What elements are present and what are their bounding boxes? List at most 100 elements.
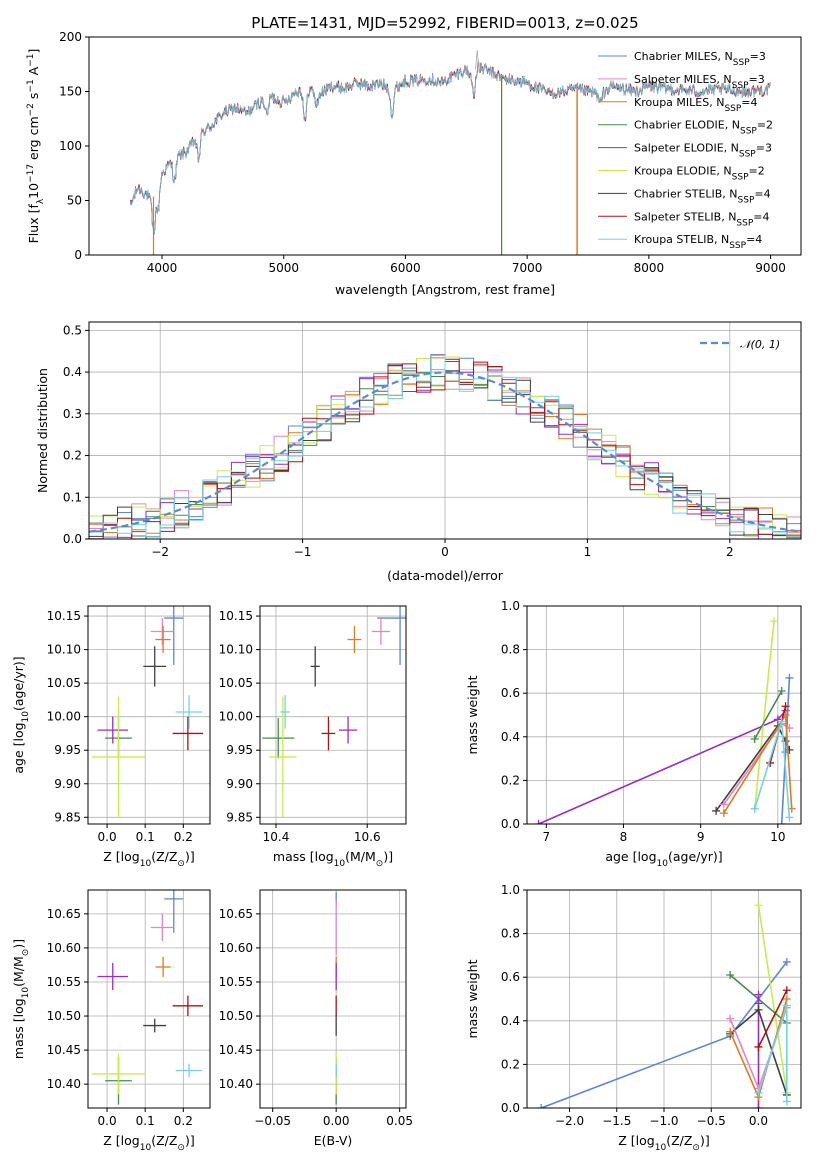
- x-axis-label: age [log10(age/yr)]: [605, 849, 722, 869]
- age_vs_Z-frame: [87, 605, 211, 825]
- x-tick-label: −0.5: [697, 1114, 726, 1128]
- y-tick-label: 10.60: [47, 941, 81, 955]
- y-tick-label: 10.00: [47, 710, 81, 724]
- histogram-y-label: Normed distribution: [35, 368, 50, 493]
- y-axis-label: mass weight: [465, 959, 480, 1038]
- weight-marker: [754, 990, 763, 999]
- spectrum-y-label: Flux [fλ10−17 erg cm−2 s−1 A−1]: [26, 49, 46, 244]
- y-tick-label: 1.0: [501, 883, 520, 897]
- x-tick-label: −1.5: [602, 1114, 631, 1128]
- weight-marker: [785, 813, 794, 822]
- mass_vs_Z-points: [91, 890, 204, 1105]
- mass_vs_ebv-grid: [260, 890, 406, 1108]
- age_vs_Z-points: [91, 606, 204, 818]
- age_vs_Z-grid: [88, 606, 210, 824]
- y-tick-label: 10.15: [47, 609, 81, 623]
- weight-marker: [782, 986, 791, 995]
- weight-marker: [785, 673, 794, 682]
- weight-marker: [726, 1027, 735, 1036]
- weight-marker: [726, 1014, 735, 1023]
- histogram-frame: [88, 321, 802, 540]
- legend-entry: Kroupa MILES, NSSP=4: [634, 96, 758, 114]
- x-tick-label: 6000: [390, 261, 421, 275]
- weight-marker: [777, 820, 786, 824]
- y-tick-label: 9.90: [54, 777, 81, 791]
- y-tick-label: 9.85: [226, 810, 253, 824]
- y-tick-label: 10.50: [219, 1009, 253, 1023]
- weight-marker: [750, 804, 759, 813]
- weight_vs_age-frame: [526, 605, 802, 825]
- weight-marker: [754, 901, 763, 910]
- y-tick-label: 0.6: [501, 686, 520, 700]
- y-tick-label: 10.15: [219, 609, 253, 623]
- mass_vs_ebv-axes: −0.05 0.00 0.05 10.40 10.45 10.50 10.55 10.60 10…: [219, 890, 413, 1128]
- x-axis-label: mass [log10(M/M⊙)]: [273, 849, 393, 869]
- y-tick-label: 10.45: [219, 1043, 253, 1057]
- weight-marker: [537, 1104, 546, 1108]
- y-axis-label: mass [log10(M/M⊙)]: [11, 939, 31, 1059]
- y-tick-label: 0.2: [63, 449, 82, 463]
- y-tick-label: 200: [59, 30, 82, 44]
- age_vs_Z-axes: 0.0 0.1 0.2 9.85 9.90 9.95 10.00 10.05 10.10 10.1…: [47, 606, 210, 844]
- y-tick-label: 1.0: [501, 599, 520, 613]
- gaussian-legend-label: 𝒩(0, 1): [740, 338, 780, 351]
- x-tick-label: 0.0: [98, 1114, 117, 1128]
- x-tick-label: 0.2: [174, 830, 193, 844]
- spectrum-series-kstelib: [130, 62, 771, 233]
- y-tick-label: 10.40: [47, 1077, 81, 1091]
- y-tick-label: 0.8: [501, 643, 520, 657]
- y-tick-label: 10.10: [219, 643, 253, 657]
- histogram-x-label: (data-model)/error: [387, 568, 504, 583]
- y-tick-label: 0.2: [501, 773, 520, 787]
- weight-line-kelodie: [753, 621, 775, 809]
- x-tick-label: 10.6: [354, 830, 381, 844]
- weight_vs_Z-grid: [527, 889, 801, 1109]
- y-tick-label: 9.90: [226, 777, 253, 791]
- histogram-series-sstelib: [89, 358, 801, 539]
- y-tick-label: 10.05: [47, 676, 81, 690]
- x-tick-label: 0.1: [136, 1114, 155, 1128]
- x-tick-label: 2: [726, 545, 734, 559]
- x-tick-label: −2.0: [555, 1114, 584, 1128]
- weight-marker: [754, 1005, 763, 1014]
- legend-entry: Chabrier STELIB, NSSP=4: [634, 187, 771, 205]
- y-tick-label: 10.50: [47, 1009, 81, 1023]
- x-tick-label: 9: [697, 830, 705, 844]
- x-tick-label: −1: [294, 545, 312, 559]
- age_vs_mass-axes: 10.4 10.6 9.85 9.90 9.95 10.00 10.05 10.10 10.15: [219, 606, 406, 844]
- weight-marker: [754, 1088, 763, 1097]
- x-tick-label: −1.0: [649, 1114, 678, 1128]
- mass_vs_Z-grid: [88, 890, 210, 1108]
- y-tick-label: 100: [59, 139, 82, 153]
- mass_vs_ebv-frame: [259, 889, 407, 1109]
- legend-entry: Salpeter ELODIE, NSSP=3: [634, 142, 772, 160]
- y-tick-label: 150: [59, 85, 82, 99]
- y-tick-label: 0: [74, 248, 82, 262]
- y-tick-label: 0.3: [63, 407, 82, 421]
- y-tick-label: 10.65: [47, 907, 81, 921]
- x-axis-label: Z [log10(Z/Z⊙)]: [103, 849, 194, 869]
- histogram-bars: [89, 354, 801, 539]
- weight_vs_age-lines: [534, 617, 796, 824]
- y-tick-label: 0.2: [501, 1057, 520, 1071]
- y-tick-label: 10.65: [219, 907, 253, 921]
- y-tick-label: 0.0: [501, 1101, 520, 1115]
- weight-marker: [719, 809, 728, 818]
- y-tick-label: 10.55: [47, 975, 81, 989]
- x-tick-label: 7: [542, 830, 550, 844]
- y-tick-label: 9.85: [54, 810, 81, 824]
- spectrum-lines: [130, 50, 771, 255]
- x-tick-label: 0.05: [386, 1114, 413, 1128]
- x-tick-label: −0.05: [254, 1114, 291, 1128]
- histogram-series-kstelib: [89, 354, 801, 539]
- weight-marker: [782, 957, 791, 966]
- legend-entry: Salpeter MILES, NSSP=3: [634, 73, 765, 91]
- weight-line-celodie: [754, 690, 783, 740]
- weight-marker: [754, 1104, 763, 1108]
- x-tick-label: 8000: [634, 261, 665, 275]
- x-tick-label: 7000: [512, 261, 543, 275]
- y-tick-label: 0.8: [501, 927, 520, 941]
- x-tick-label: 0: [441, 545, 449, 559]
- y-tick-label: 9.95: [54, 743, 81, 757]
- x-tick-label: 0.0: [749, 1114, 768, 1128]
